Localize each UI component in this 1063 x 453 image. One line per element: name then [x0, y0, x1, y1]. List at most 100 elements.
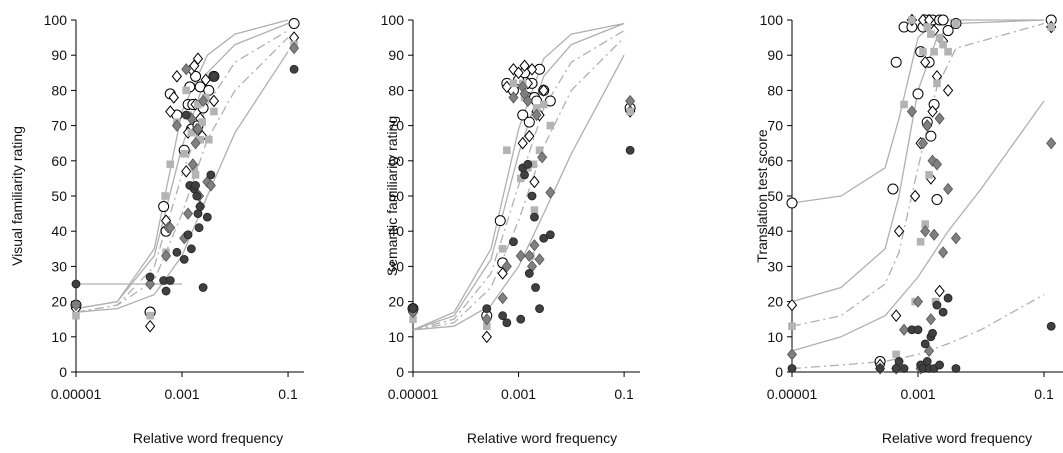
fitted-curve-solid — [791, 100, 1045, 352]
y-tick-label: 60 — [51, 153, 67, 169]
x-axis-label: Relative word frequency — [467, 430, 617, 446]
data-point-dark-diamond — [522, 94, 533, 108]
data-point-light-square — [530, 206, 539, 214]
data-point-filled-circle — [498, 311, 508, 321]
data-point-light-square — [908, 16, 916, 24]
data-point-light-square — [927, 30, 935, 38]
x-axis-label: Relative word frequency — [133, 430, 283, 446]
data-point-filled-circle — [195, 202, 205, 211]
fitted-curve-dash-dot — [791, 22, 1045, 327]
data-point-dark-diamond — [481, 313, 492, 326]
data-point-dark-diamond — [906, 105, 917, 118]
data-point-light-square — [529, 160, 538, 169]
fitted-curve-solid — [75, 51, 289, 313]
data-point-light-square — [516, 174, 525, 183]
data-point-dark-diamond — [925, 313, 936, 326]
data-point-light-square — [194, 100, 202, 109]
data-point-open-circle — [931, 194, 943, 206]
data-point-filled-circle — [625, 145, 635, 155]
data-point-dark-diamond — [912, 295, 924, 308]
y-tick-label: 30 — [51, 258, 67, 274]
y-tick-label: 100 — [760, 12, 784, 28]
y-tick-label: 20 — [767, 294, 783, 310]
data-point-dark-diamond — [501, 260, 512, 273]
data-point-filled-circle — [209, 71, 219, 81]
data-point-dark-diamond — [171, 119, 182, 132]
data-point-light-square — [146, 311, 154, 320]
data-point-filled-circle — [145, 272, 155, 282]
data-point-filled-circle — [71, 279, 81, 289]
data-point-filled-circle — [932, 300, 942, 310]
data-point-dark-diamond — [205, 179, 216, 192]
data-point-open-circle — [494, 215, 506, 227]
data-point-open-diamond — [171, 70, 183, 83]
data-point-dark-diamond — [938, 246, 949, 259]
panel-translation-test: 0 10 20 30 40 50 60 70 80 90 100 0.00001 0.001 0.1 Tra… — [754, 12, 1063, 446]
data-point-light-square — [935, 33, 944, 42]
data-point-filled-circle — [165, 276, 175, 285]
data-point-dark-diamond — [508, 91, 519, 104]
data-point-open-diamond — [524, 129, 535, 143]
data-point-dark-diamond — [529, 239, 540, 252]
data-point-light-square — [180, 149, 189, 158]
data-point-filled-circle — [527, 191, 537, 201]
y-tick-label: 80 — [51, 82, 67, 98]
x-tick-label: 0.00001 — [388, 386, 439, 402]
data-point-filled-circle — [787, 364, 797, 373]
x-tick-label: 0.001 — [900, 386, 935, 402]
fitted-curve-dash-dot — [791, 294, 1045, 370]
data-point-light-square — [933, 79, 941, 88]
y-tick-label: 10 — [51, 329, 67, 345]
data-point-dark-diamond — [545, 186, 556, 199]
data-point-light-square — [921, 220, 929, 228]
data-point-light-square — [788, 322, 796, 331]
data-point-light-square — [198, 118, 206, 126]
data-point-light-square — [535, 146, 544, 155]
data-point-dark-diamond — [70, 298, 82, 312]
data-point-light-square — [182, 86, 191, 95]
data-point-filled-circle — [194, 223, 204, 233]
data-point-light-square — [498, 245, 507, 253]
data-point-dark-diamond — [920, 225, 931, 238]
y-tick-label: 30 — [388, 258, 404, 274]
data-point-dark-diamond — [929, 228, 940, 241]
data-point-filled-circle — [520, 170, 529, 180]
data-point-open-diamond — [208, 94, 220, 108]
data-point-dark-diamond — [192, 122, 203, 136]
data-point-dark-diamond — [187, 158, 198, 171]
data-point-dark-diamond — [198, 94, 209, 108]
fitted-curve-dash-dot — [75, 37, 289, 313]
y-tick-label: 90 — [51, 47, 67, 63]
data-point-filled-circle — [516, 314, 526, 324]
data-point-filled-circle — [183, 230, 193, 240]
data-point-open-diamond — [165, 105, 176, 118]
data-point-filled-circle — [913, 325, 923, 335]
data-point-filled-circle — [198, 283, 208, 292]
y-tick-label: 40 — [388, 223, 404, 239]
data-point-dark-diamond — [145, 277, 156, 291]
data-point-filled-circle — [951, 364, 961, 373]
y-tick-label: 20 — [51, 294, 67, 310]
x-tick-label: 0.00001 — [767, 386, 818, 402]
data-point-light-square — [210, 107, 218, 116]
y-axis-label: Visual familiarity rating — [9, 126, 25, 266]
data-point-light-square — [916, 237, 925, 246]
data-point-open-diamond — [891, 309, 902, 322]
data-point-light-square — [626, 107, 634, 116]
data-point-light-square — [930, 47, 938, 56]
data-point-open-diamond — [517, 136, 528, 150]
data-point-filled-circle — [191, 181, 200, 190]
data-point-filled-circle — [894, 357, 904, 366]
data-point-light-square — [539, 100, 548, 109]
data-point-open-circle — [786, 197, 798, 209]
data-point-filled-circle — [545, 230, 555, 240]
data-point-light-square — [944, 47, 952, 56]
x-tick-label: 0.00001 — [51, 386, 102, 402]
data-point-dark-diamond — [931, 158, 943, 171]
data-point-open-diamond — [200, 73, 211, 87]
y-tick-label: 90 — [388, 47, 404, 63]
panel-semantic-familiarity: 0 10 20 30 40 50 60 70 80 90 100 0.00001 0.001 0.1 Sem… — [381, 12, 640, 446]
y-tick-label: 60 — [767, 153, 783, 169]
y-tick-label: 50 — [388, 188, 404, 204]
y-tick-label: 10 — [767, 329, 783, 345]
